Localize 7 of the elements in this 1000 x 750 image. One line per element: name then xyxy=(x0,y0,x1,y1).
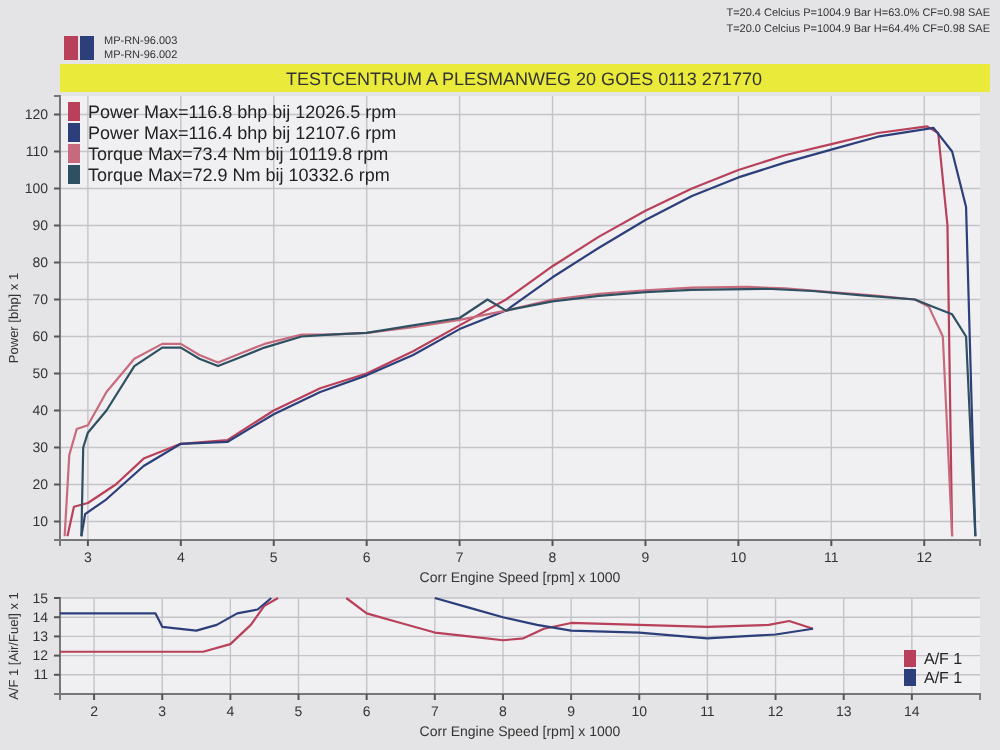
legend-label: A/F 1 xyxy=(924,669,964,687)
legend-label: Power Max=116.4 bhp bij 12107.6 rpm xyxy=(88,123,397,143)
legend-label: Power Max=116.8 bhp bij 12026.5 rpm xyxy=(88,102,397,122)
chart-title: TESTCENTRUM A PLESMANWEG 20 GOES 0113 271770 xyxy=(286,69,762,89)
legend-label: Torque Max=73.4 Nm bij 10119.8 rpm xyxy=(88,144,389,164)
legend-label: Torque Max=72.9 Nm bij 10332.6 rpm xyxy=(88,165,390,185)
legend-label: A/F 1 xyxy=(924,650,964,668)
